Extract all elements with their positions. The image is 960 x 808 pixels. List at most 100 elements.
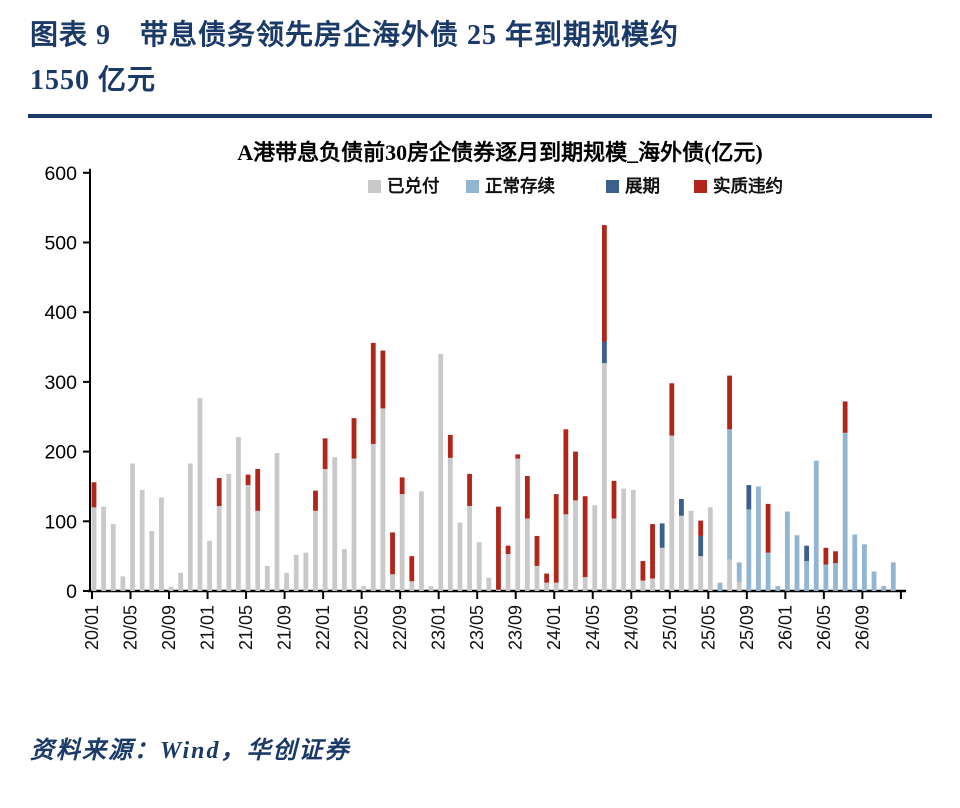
x-tick-label: 26/01 (775, 605, 795, 650)
bar-segment (197, 397, 203, 591)
legend-label: 实质违约 (713, 176, 783, 196)
x-tick-label: 21/01 (198, 605, 218, 650)
bar-segment (717, 582, 723, 591)
bar-segment (457, 522, 463, 591)
bar-segment (380, 350, 386, 408)
bar-segment (130, 463, 135, 591)
bar-segment (650, 578, 655, 591)
bar-segment (842, 432, 848, 591)
bar-segment (476, 541, 482, 591)
x-tick-label: 24/05 (583, 605, 603, 650)
bar-segment (399, 476, 405, 494)
bar-segment (91, 506, 97, 591)
bar-segment (881, 585, 887, 591)
bar-segment (640, 560, 646, 581)
bar-segment (168, 586, 174, 591)
bar-segment (149, 530, 155, 591)
x-tick-label: 20/01 (82, 605, 102, 650)
bar-segment (139, 489, 145, 591)
bar-segment (688, 510, 694, 591)
bar-segment (833, 550, 838, 563)
figure-title-line2: 1550 亿元 (30, 64, 157, 96)
bar-segment (852, 534, 858, 591)
bar-segment (582, 576, 588, 591)
x-tick-label: 22/01 (313, 605, 333, 650)
bar-segment (553, 582, 559, 591)
y-tick-label: 300 (44, 371, 77, 393)
bar-segment (890, 562, 896, 591)
bar-segment (804, 545, 810, 561)
bar-segment (813, 460, 819, 591)
bar-segment (727, 375, 732, 429)
bar-segment (679, 498, 684, 516)
bar-segment (351, 458, 357, 591)
bar-segment (775, 585, 781, 591)
legend-swatch (368, 179, 381, 193)
bar-segment (409, 580, 415, 591)
bar-segment (332, 456, 338, 591)
source-text: 资料来源：Wind，华创证券 (30, 737, 351, 764)
bar-segment (101, 506, 107, 591)
bar-segment (621, 488, 627, 591)
bar-segment (659, 522, 665, 548)
bar-segment (496, 506, 501, 590)
bar-segment (573, 499, 578, 591)
bar-segment (515, 458, 521, 591)
bar-segment (486, 577, 492, 591)
bar-segment (313, 510, 318, 591)
x-tick-label: 25/09 (737, 605, 757, 650)
bar-segment (707, 506, 713, 591)
bar-segment (255, 468, 261, 511)
legend-label: 正常存续 (485, 176, 555, 196)
bar-segment (505, 545, 511, 554)
x-tick-label: 20/09 (159, 605, 179, 650)
bar-segment (409, 555, 415, 581)
bar-segment (611, 480, 617, 519)
chart-title: A港带息负债前30房企债券逐月到期规模_海外债(亿元) (237, 140, 763, 165)
bar-segment (313, 490, 318, 511)
bar-segment (370, 443, 376, 591)
bar-segment (756, 486, 761, 591)
bar-segment (784, 511, 790, 591)
bar-segment (524, 475, 530, 519)
bar-segment (284, 572, 289, 591)
bar-segment (794, 534, 800, 591)
bar-segment (515, 453, 521, 459)
legend-label: 展期 (625, 176, 660, 196)
bar-segment (390, 532, 395, 574)
bar-segment (361, 585, 367, 591)
x-tick-label: 25/05 (698, 605, 718, 650)
bar-segment (582, 495, 588, 577)
bar-segment (255, 510, 261, 591)
stacked-bar-chart: A港带息负债前30房企债券逐月到期规模_海外债(亿元) 已兑付 正常存续 展期 实质违约… (44, 140, 906, 650)
chart-area: A港带息负债前30房企债券逐月到期规模_海外债(亿元) 已兑付 正常存续 展期 实质违约… (0, 118, 960, 710)
y-tick-label: 600 (44, 162, 77, 184)
legend: 已兑付 正常存续 展期 实质违约 (368, 176, 783, 196)
y-tick-label: 0 (66, 581, 77, 603)
bar-segment (746, 509, 752, 591)
x-tick-label: 21/05 (236, 605, 256, 650)
bar-segment (862, 543, 867, 591)
bar-segment (322, 437, 328, 469)
x-tick-label: 26/09 (852, 605, 872, 650)
bar-segment (650, 523, 655, 579)
bar-segment (573, 451, 578, 500)
bar-segment (207, 540, 212, 591)
bar-segment (322, 468, 328, 591)
bar-segment (390, 573, 395, 591)
legend-label: 已兑付 (387, 176, 440, 196)
bar-segment (110, 523, 116, 591)
bar-segment (563, 513, 569, 591)
bar-segment (601, 362, 607, 591)
legend-item: 展期 (606, 176, 660, 196)
legend-item: 实质违约 (694, 176, 783, 196)
bar-segment (669, 435, 675, 591)
bar-segment (804, 560, 810, 591)
bar-segment (553, 493, 559, 583)
y-tick-label: 200 (44, 441, 77, 463)
bar-segment (544, 573, 550, 583)
bar-segment (187, 463, 193, 591)
bars (91, 224, 896, 591)
figure-header: 图表 9 带息债务领先房企海外债 25 年到期规模约 1550 亿元 (0, 0, 960, 104)
header-divider-line (28, 113, 932, 118)
